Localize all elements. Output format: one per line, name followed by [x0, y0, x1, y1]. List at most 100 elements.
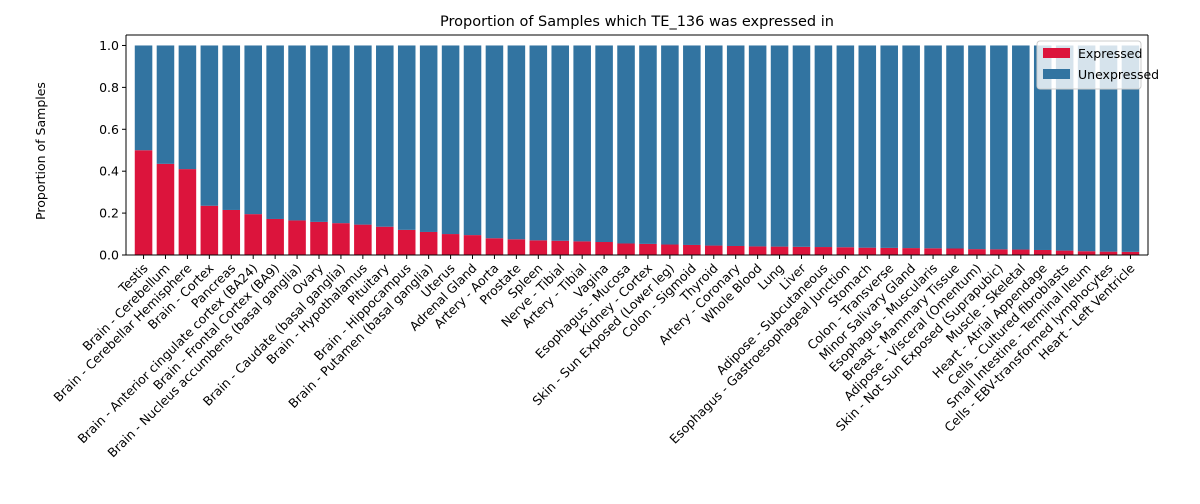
bar-expressed-8: [310, 221, 328, 255]
bar-unexpressed-6: [266, 45, 284, 219]
bar-expressed-33: [858, 247, 877, 255]
bar-unexpressed-15: [463, 45, 482, 236]
bar-unexpressed-23: [639, 45, 657, 244]
bar-unexpressed-41: [1033, 45, 1052, 250]
bar-expressed-1: [156, 163, 175, 255]
legend-swatch-expressed: [1043, 48, 1070, 58]
bar-unexpressed-42: [1055, 45, 1074, 251]
bar-expressed-41: [1033, 249, 1052, 255]
bar-expressed-19: [551, 240, 570, 255]
bar-expressed-6: [266, 218, 284, 255]
bar-unexpressed-9: [332, 45, 350, 224]
bar-unexpressed-10: [354, 45, 372, 225]
bar-expressed-0: [134, 150, 153, 255]
bar-unexpressed-11: [376, 45, 394, 227]
y-tick-label: 0.2: [99, 206, 119, 221]
bar-expressed-45: [1121, 251, 1140, 255]
bar-unexpressed-45: [1121, 45, 1140, 252]
bar-expressed-35: [902, 248, 920, 255]
bar-expressed-36: [924, 248, 942, 255]
bars-layer: [134, 45, 1140, 255]
bar-expressed-31: [814, 247, 833, 255]
bar-expressed-15: [463, 235, 482, 255]
bar-unexpressed-14: [441, 45, 460, 235]
bar-expressed-17: [507, 239, 526, 255]
bar-unexpressed-1: [156, 45, 175, 164]
bar-expressed-16: [485, 238, 504, 255]
y-tick-label: 0.6: [99, 122, 119, 137]
bar-unexpressed-43: [1077, 45, 1096, 252]
bar-unexpressed-26: [704, 45, 723, 246]
bar-expressed-42: [1055, 250, 1074, 255]
bar-unexpressed-27: [726, 45, 745, 246]
bar-unexpressed-20: [573, 45, 591, 242]
bar-expressed-10: [354, 224, 372, 255]
bar-unexpressed-31: [814, 45, 833, 248]
bar-unexpressed-32: [836, 45, 855, 248]
bar-unexpressed-34: [880, 45, 898, 248]
bar-unexpressed-36: [924, 45, 942, 249]
bar-expressed-32: [836, 247, 855, 255]
bar-unexpressed-8: [310, 45, 328, 222]
bar-unexpressed-2: [178, 45, 197, 170]
bar-unexpressed-5: [244, 45, 262, 215]
bar-expressed-38: [968, 249, 986, 255]
bar-unexpressed-4: [222, 45, 241, 210]
bar-expressed-37: [946, 248, 964, 255]
y-tick-label: 0.0: [99, 248, 119, 263]
bar-expressed-7: [288, 220, 306, 255]
y-axis-label: Proportion of Samples: [33, 82, 48, 220]
bar-expressed-3: [200, 205, 219, 255]
bar-unexpressed-21: [595, 45, 613, 243]
bar-unexpressed-40: [1012, 45, 1030, 250]
bar-unexpressed-38: [968, 45, 986, 250]
bar-expressed-44: [1099, 251, 1118, 255]
legend-label-expressed: Expressed: [1078, 46, 1142, 61]
bar-unexpressed-37: [946, 45, 964, 249]
bar-expressed-34: [880, 247, 898, 255]
chart-title: Proportion of Samples which TE_136 was e…: [440, 14, 834, 30]
bar-expressed-13: [419, 231, 438, 255]
bar-expressed-27: [726, 245, 745, 255]
bar-expressed-26: [704, 245, 723, 255]
bar-unexpressed-7: [288, 45, 306, 221]
bar-expressed-12: [397, 229, 416, 255]
bar-unexpressed-33: [858, 45, 877, 248]
bar-expressed-21: [595, 242, 613, 255]
bar-expressed-5: [244, 214, 262, 255]
bar-expressed-18: [529, 240, 548, 255]
bar-unexpressed-16: [485, 45, 504, 239]
bar-unexpressed-13: [419, 45, 438, 232]
bar-unexpressed-12: [397, 45, 416, 230]
bar-unexpressed-39: [990, 45, 1008, 250]
bar-expressed-9: [332, 223, 350, 255]
bar-unexpressed-0: [134, 45, 153, 151]
bar-expressed-2: [178, 169, 197, 255]
bar-unexpressed-29: [770, 45, 789, 247]
bar-expressed-40: [1012, 249, 1030, 255]
bar-expressed-43: [1077, 251, 1096, 255]
bar-expressed-24: [661, 244, 679, 255]
bar-expressed-28: [748, 246, 767, 255]
bar-expressed-20: [573, 241, 591, 255]
bar-expressed-11: [376, 226, 394, 255]
bar-expressed-22: [617, 243, 635, 255]
bar-unexpressed-17: [507, 45, 526, 240]
bar-unexpressed-28: [748, 45, 767, 247]
bar-unexpressed-18: [529, 45, 548, 241]
bar-expressed-4: [222, 209, 241, 255]
bar-unexpressed-3: [200, 45, 219, 206]
bar-expressed-23: [639, 243, 657, 255]
y-tick-label: 0.4: [99, 164, 119, 179]
bar-unexpressed-24: [661, 45, 679, 245]
bar-expressed-25: [683, 244, 701, 255]
bar-unexpressed-22: [617, 45, 635, 244]
legend: Expressed Unexpressed: [1036, 40, 1159, 90]
bar-unexpressed-19: [551, 45, 570, 241]
bar-expressed-14: [441, 234, 460, 255]
bar-unexpressed-35: [902, 45, 920, 249]
legend-swatch-unexpressed: [1043, 69, 1070, 79]
bar-expressed-39: [990, 249, 1008, 255]
